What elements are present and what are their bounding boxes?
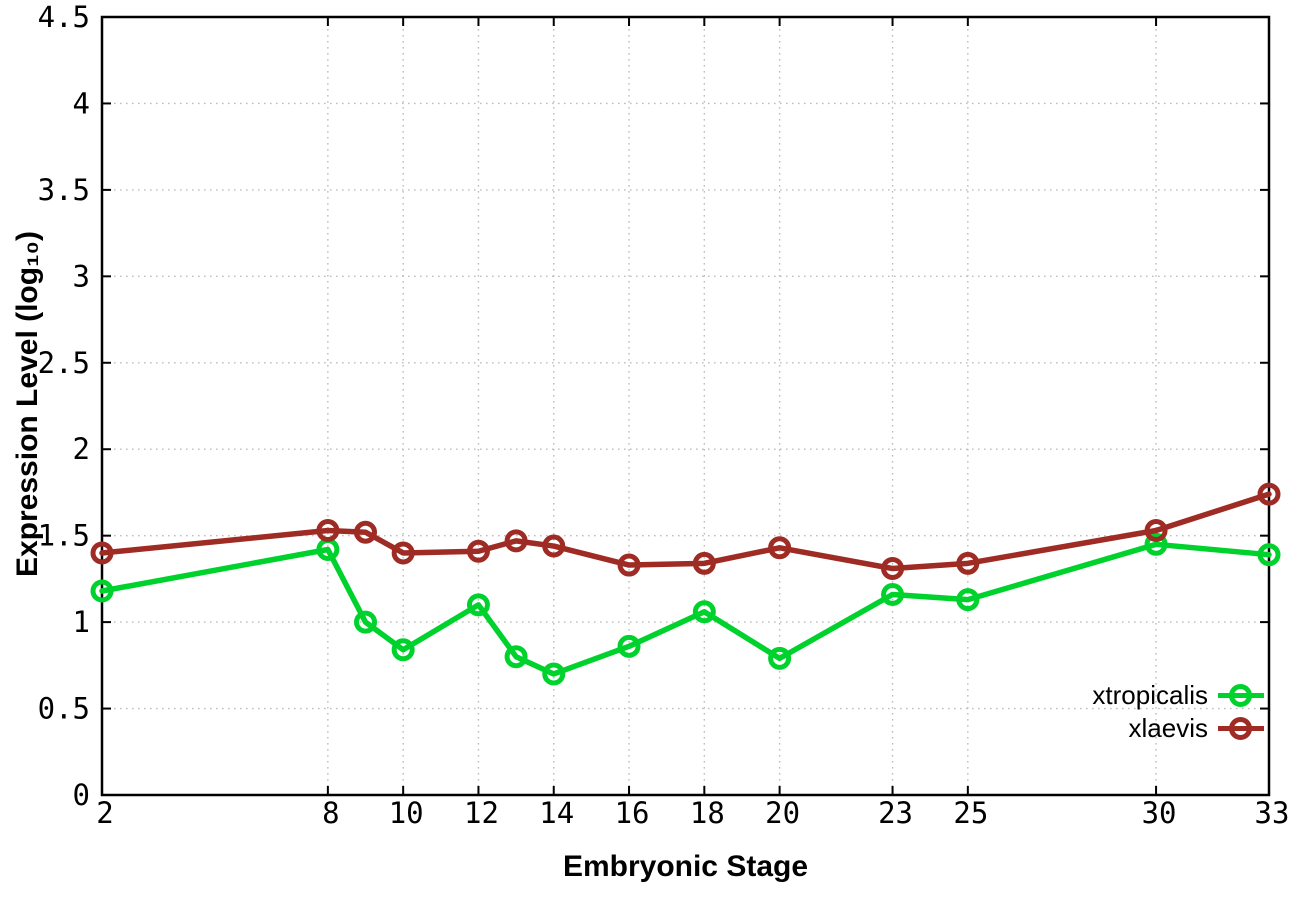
- xlaevis-data-point: [504, 529, 528, 553]
- xlaevis-data-point: [1144, 518, 1168, 542]
- svg-text:1.5: 1.5: [38, 519, 90, 553]
- xtropicalis-data-point: [768, 646, 792, 670]
- axis-tick-marks: [101, 16, 1270, 796]
- xlaevis-data-point: [1257, 482, 1281, 506]
- legend-label-xlaevis: xlaevis: [1128, 713, 1208, 743]
- xtropicalis-data-point: [1144, 532, 1168, 556]
- svg-text:23: 23: [878, 796, 913, 830]
- y-tick-labels: 0 0.5 1 1.5 2 2.5 3 3.5 4 4.5: [38, 0, 90, 812]
- xtropicalis-data-point: [881, 582, 905, 606]
- svg-text:2: 2: [73, 432, 90, 466]
- xlaevis-data-point: [542, 534, 566, 558]
- svg-text:8: 8: [322, 796, 339, 830]
- y-axis-title: Expression Level (log₁₀): [11, 230, 44, 578]
- xtropicalis-data-point: [542, 662, 566, 686]
- xtropicalis-data-point: [391, 638, 415, 662]
- xlaevis-data-point: [692, 551, 716, 575]
- xtropicalis-data-point: [354, 610, 378, 634]
- xlaevis-data-point: [354, 520, 378, 544]
- xlaevis-data-point: [316, 518, 340, 542]
- xlaevis-data-point: [391, 541, 415, 565]
- legend-point-sample: [1229, 717, 1252, 740]
- series-xlaevis: [90, 482, 1281, 581]
- series-xtropicalis: [90, 532, 1281, 686]
- xtropicalis-data-point: [617, 634, 641, 658]
- legend-item-xlaevis: xlaevis: [1092, 713, 1264, 743]
- xlaevis-open-circle-marker-icon: [1218, 715, 1264, 742]
- legend-item-xtropicalis: xtropicalis: [1092, 680, 1264, 710]
- xlaevis-data-point: [956, 551, 980, 575]
- svg-text:0.5: 0.5: [38, 692, 90, 726]
- xtropicalis-data-point: [504, 645, 528, 669]
- plot-border: [100, 15, 1271, 797]
- svg-text:10: 10: [389, 796, 424, 830]
- xtropicalis-data-point: [692, 600, 716, 624]
- legend: xtropicalis xlaevis: [1092, 680, 1264, 743]
- xtropicalis-data-point: [1257, 543, 1281, 567]
- svg-text:16: 16: [615, 796, 650, 830]
- xtropicalis-data-point: [90, 579, 114, 603]
- x-tick-labels: 2 8 10 12 14 16 18 20 23 25 30 33: [96, 796, 1289, 830]
- svg-text:30: 30: [1142, 796, 1177, 830]
- svg-text:20: 20: [765, 796, 800, 830]
- xlaevis-data-point: [881, 557, 905, 581]
- xtropicalis-data-point: [956, 588, 980, 612]
- xlaevis-data-point: [90, 541, 114, 565]
- svg-text:4: 4: [73, 86, 90, 120]
- svg-text:3.5: 3.5: [38, 173, 90, 207]
- svg-text:3: 3: [73, 259, 90, 293]
- svg-text:14: 14: [539, 796, 574, 830]
- xtropicalis-data-point: [466, 593, 490, 617]
- xlaevis-data-point: [617, 553, 641, 577]
- gridlines: [101, 16, 1270, 796]
- svg-text:2: 2: [96, 796, 113, 830]
- legend-point-sample: [1229, 684, 1252, 707]
- svg-text:12: 12: [464, 796, 499, 830]
- svg-text:1: 1: [73, 605, 90, 639]
- svg-text:0: 0: [73, 778, 90, 812]
- svg-text:33: 33: [1255, 796, 1290, 830]
- xtropicalis-open-circle-marker-icon: [1218, 682, 1264, 709]
- x-axis-title: Embryonic Stage: [562, 850, 809, 883]
- svg-text:4.5: 4.5: [38, 0, 90, 34]
- legend-label-xtropicalis: xtropicalis: [1092, 680, 1208, 710]
- svg-text:2.5: 2.5: [38, 346, 90, 380]
- xlaevis-data-point: [768, 536, 792, 560]
- xlaevis-data-point: [466, 539, 490, 563]
- svg-text:25: 25: [953, 796, 988, 830]
- svg-text:18: 18: [690, 796, 725, 830]
